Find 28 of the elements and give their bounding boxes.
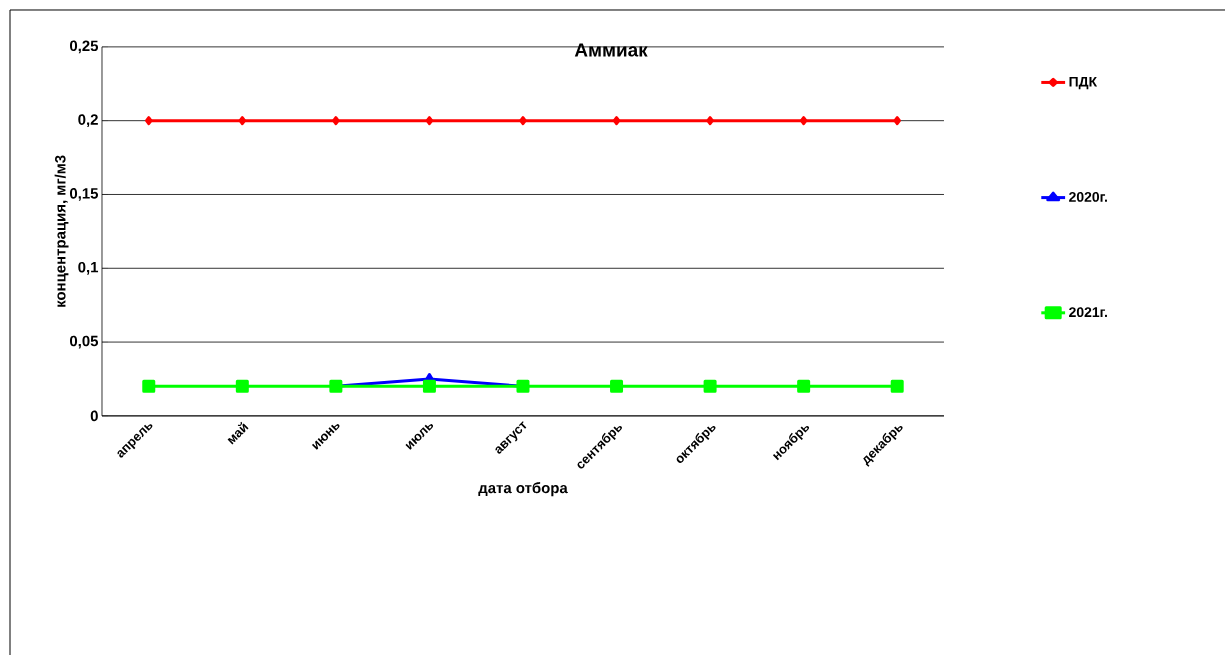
- legend-label: 2021г.: [1069, 307, 1107, 318]
- y-tick-label: 0,1: [78, 261, 99, 275]
- y-tick-label: 0,15: [69, 188, 99, 201]
- point: [142, 379, 156, 393]
- point: [519, 116, 527, 126]
- point: [890, 379, 904, 393]
- y-tick-label: 0,25: [69, 40, 99, 54]
- legend-label: ПДК: [1069, 76, 1098, 90]
- point: [799, 116, 808, 126]
- point: [703, 379, 717, 393]
- x-axis-title: дата отбора: [478, 482, 568, 497]
- y-tick-label: 0: [90, 410, 98, 422]
- point: [706, 116, 714, 126]
- point: [893, 116, 901, 126]
- point: [332, 116, 340, 126]
- point: [612, 116, 621, 126]
- point: [145, 116, 153, 126]
- point: [610, 379, 624, 393]
- legend-label: 2020г.: [1069, 191, 1107, 202]
- y-tick-label: 0,05: [69, 335, 99, 349]
- point: [425, 116, 434, 126]
- point: [235, 379, 249, 393]
- point: [238, 116, 247, 126]
- point: [797, 379, 811, 393]
- chart-title: Аммиак: [574, 43, 648, 57]
- y-tick-label: 0,2: [78, 114, 98, 128]
- point: [422, 379, 436, 393]
- y-axis-title: концентрация, мг/м3: [54, 155, 69, 307]
